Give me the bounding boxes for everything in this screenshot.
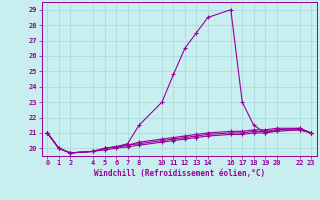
X-axis label: Windchill (Refroidissement éolien,°C): Windchill (Refroidissement éolien,°C)	[94, 169, 265, 178]
